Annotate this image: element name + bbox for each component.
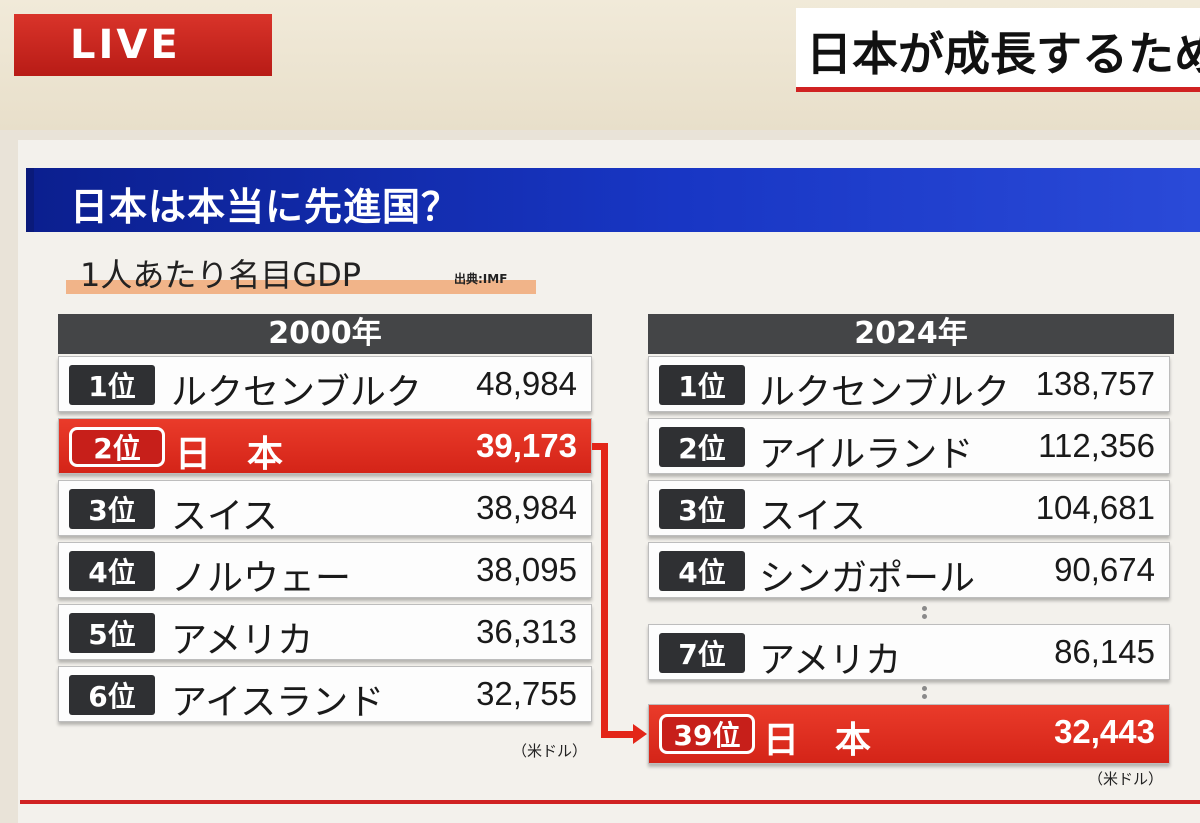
- gdp-value: 38,984: [476, 489, 577, 526]
- country-name: アイスランド: [171, 682, 385, 723]
- country-name: 日 本: [763, 720, 872, 761]
- gdp-value: 86,145: [1054, 633, 1155, 670]
- ellipsis-dot: [922, 606, 927, 611]
- unit-label-2000: （米ドル）: [512, 742, 588, 760]
- country-name: アメリカ: [171, 620, 314, 661]
- headline: 日本が成長するため: [806, 27, 1200, 81]
- bottom-accent-line: [20, 800, 1200, 804]
- ellipsis-dot: [922, 694, 927, 699]
- source-note: 出典:IMF: [454, 272, 508, 286]
- table-row: 4位 シンガポール 90,674: [648, 542, 1170, 599]
- country-name: ノルウェー: [171, 558, 352, 599]
- gdp-value: 32,755: [476, 675, 577, 712]
- rank-badge: 2位: [659, 427, 745, 467]
- gdp-value: 48,984: [476, 365, 577, 402]
- country-name: 日 本: [175, 434, 284, 475]
- gdp-value: 38,095: [476, 551, 577, 588]
- panel-title: 日本は本当に先進国？: [70, 185, 461, 229]
- gdp-value: 104,681: [1035, 489, 1155, 526]
- rank-badge: 3位: [69, 489, 155, 529]
- rank-badge: 4位: [69, 551, 155, 591]
- country-name: シンガポール: [759, 558, 976, 599]
- table-row-highlight: 2位 日 本 39,173: [58, 418, 592, 475]
- table-row: 7位 アメリカ 86,145: [648, 624, 1170, 681]
- table-row: 1位 ルクセンブルク 48,984: [58, 356, 592, 413]
- country-name: アメリカ: [759, 640, 902, 681]
- gdp-value: 90,674: [1054, 551, 1155, 588]
- unit-label-2024: （米ドル）: [1088, 770, 1164, 788]
- year-header-2000: 2000年: [58, 314, 592, 354]
- rank-badge: 3位: [659, 489, 745, 529]
- table-row-highlight: 39位 日 本 32,443: [648, 704, 1170, 764]
- table-row: 6位 アイスランド 32,755: [58, 666, 592, 723]
- country-name: スイス: [171, 496, 278, 537]
- country-name: アイルランド: [759, 434, 974, 475]
- rank-badge: 5位: [69, 613, 155, 653]
- rank-badge: 1位: [69, 365, 155, 405]
- arrow-segment-bottom: [601, 731, 635, 738]
- table-row: 3位 スイス 104,681: [648, 480, 1170, 537]
- country-name: ルクセンブルク: [171, 372, 422, 413]
- gdp-value: 112,356: [1038, 427, 1155, 464]
- table-row: 3位 スイス 38,984: [58, 480, 592, 537]
- table-row: 5位 アメリカ 36,313: [58, 604, 592, 661]
- headline-box: 日本が成長するため: [796, 8, 1200, 92]
- table-row: 4位 ノルウェー 38,095: [58, 542, 592, 599]
- gdp-value: 32,443: [1054, 713, 1155, 750]
- live-badge: LIVE: [14, 14, 272, 76]
- country-name: ルクセンブルク: [759, 372, 1010, 413]
- country-name: スイス: [759, 496, 866, 537]
- title-bar: 日本は本当に先進国？: [26, 168, 1200, 232]
- table-row: 2位 アイルランド 112,356: [648, 418, 1170, 475]
- rank-badge: 39位: [659, 714, 755, 754]
- subtitle: 1人あたり名目GDP: [80, 256, 362, 294]
- ellipsis-dot: [922, 686, 927, 691]
- gdp-value: 39,173: [476, 427, 577, 464]
- gdp-value: 138,757: [1035, 365, 1155, 402]
- arrow-head-icon: [633, 724, 647, 744]
- year-header-2024: 2024年: [648, 314, 1174, 354]
- rank-badge: 4位: [659, 551, 745, 591]
- subtitle-group: 1人あたり名目GDP 出典:IMF: [66, 250, 536, 296]
- ellipsis-dot: [922, 614, 927, 619]
- rank-badge: 7位: [659, 633, 745, 673]
- subtitle-underline: [66, 280, 536, 294]
- table-row: 1位 ルクセンブルク 138,757: [648, 356, 1170, 413]
- rank-badge: 2位: [69, 427, 165, 467]
- rank-badge: 6位: [69, 675, 155, 715]
- rank-badge: 1位: [659, 365, 745, 405]
- gdp-value: 36,313: [476, 613, 577, 650]
- arrow-segment-vertical: [601, 443, 608, 738]
- arrow-segment-top: [592, 443, 608, 450]
